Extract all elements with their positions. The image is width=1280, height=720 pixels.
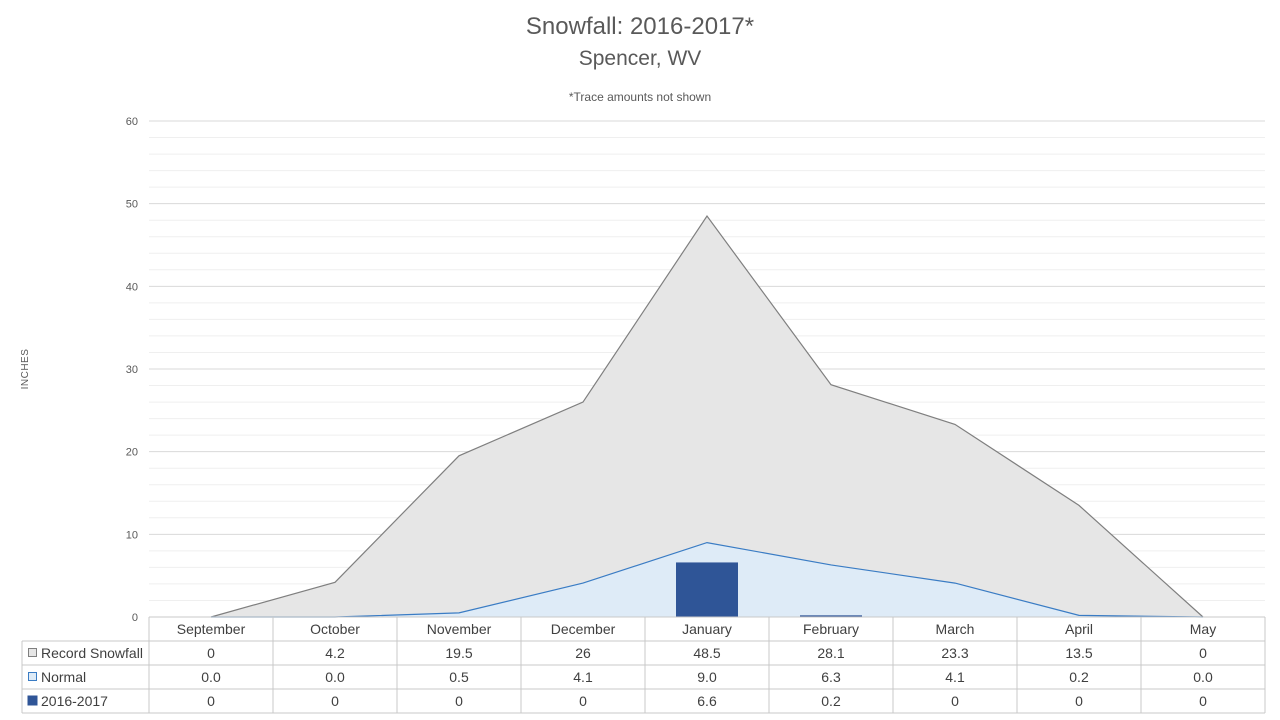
legend-swatch-record-snowfall: [28, 648, 37, 657]
data-label-normal: 0.0: [325, 669, 345, 685]
legend-swatch-normal: [28, 672, 37, 681]
y-tick-label: 40: [126, 281, 138, 293]
data-label-record-snowfall: 26: [575, 645, 591, 661]
x-tick-label: January: [682, 621, 732, 637]
bar-2016-2017: [800, 615, 862, 617]
area-series: [210, 215, 1204, 618]
chart-subtitle: Spencer, WV: [579, 47, 702, 70]
data-label-2016-2017: 0: [455, 693, 463, 709]
x-tick-label: March: [936, 621, 975, 637]
x-tick-label: February: [803, 621, 859, 637]
data-label-2016-2017: 6.6: [697, 693, 717, 709]
data-label-normal: 0.5: [449, 669, 469, 685]
data-label-2016-2017: 0: [579, 693, 587, 709]
y-tick-label: 50: [126, 199, 138, 211]
data-label-normal: 0.0: [1193, 669, 1213, 685]
y-tick-label: 20: [126, 447, 138, 459]
legend-entry-normal: Normal: [41, 669, 86, 685]
x-tick-label: April: [1065, 621, 1093, 637]
data-label-record-snowfall: 28.1: [817, 645, 844, 661]
bar-series: [676, 562, 862, 617]
data-label-normal: 4.1: [573, 669, 593, 685]
y-axis-ticks: 0 10 20 30 40 50 60: [126, 116, 138, 624]
x-tick-label: November: [427, 621, 492, 637]
data-label-record-snowfall: 4.2: [325, 645, 345, 661]
data-label-2016-2017: 0: [951, 693, 959, 709]
data-label-record-snowfall: 0: [1199, 645, 1207, 661]
legend-entry-2016-2017: 2016-2017: [41, 693, 108, 709]
data-label-record-snowfall: 13.5: [1065, 645, 1092, 661]
y-tick-label: 10: [126, 529, 138, 541]
y-tick-label: 30: [126, 364, 138, 376]
y-tick-label: 60: [126, 116, 138, 128]
bar-2016-2017: [676, 562, 738, 617]
data-label-2016-2017: 0: [1199, 693, 1207, 709]
chart-note: *Trace amounts not shown: [569, 90, 711, 104]
record-snowfall-area: [211, 216, 1203, 618]
data-label-record-snowfall: 0: [207, 645, 215, 661]
x-tick-label: December: [551, 621, 616, 637]
data-label-2016-2017: 0: [331, 693, 339, 709]
y-tick-label: 0: [132, 612, 138, 624]
data-label-normal: 0.2: [1069, 669, 1089, 685]
data-label-2016-2017: 0: [1075, 693, 1083, 709]
data-label-normal: 6.3: [821, 669, 841, 685]
legend-entry-record-snowfall: Record Snowfall: [41, 645, 143, 661]
chart-title: Snowfall: 2016-2017*: [526, 13, 754, 40]
x-tick-label: May: [1190, 621, 1216, 637]
data-label-normal: 0.0: [201, 669, 221, 685]
data-label-normal: 4.1: [945, 669, 965, 685]
data-label-2016-2017: 0: [207, 693, 215, 709]
legend-swatch-2016-2017: [27, 695, 38, 706]
data-label-2016-2017: 0.2: [821, 693, 841, 709]
data-label-record-snowfall: 23.3: [941, 645, 968, 661]
data-label-record-snowfall: 19.5: [445, 645, 472, 661]
data-label-record-snowfall: 48.5: [693, 645, 720, 661]
x-tick-label: October: [310, 621, 360, 637]
y-axis-label: INCHES: [20, 349, 31, 390]
data-table: September October November December January F…: [21, 616, 1266, 714]
x-tick-label: September: [177, 621, 246, 637]
data-label-normal: 9.0: [697, 669, 717, 685]
